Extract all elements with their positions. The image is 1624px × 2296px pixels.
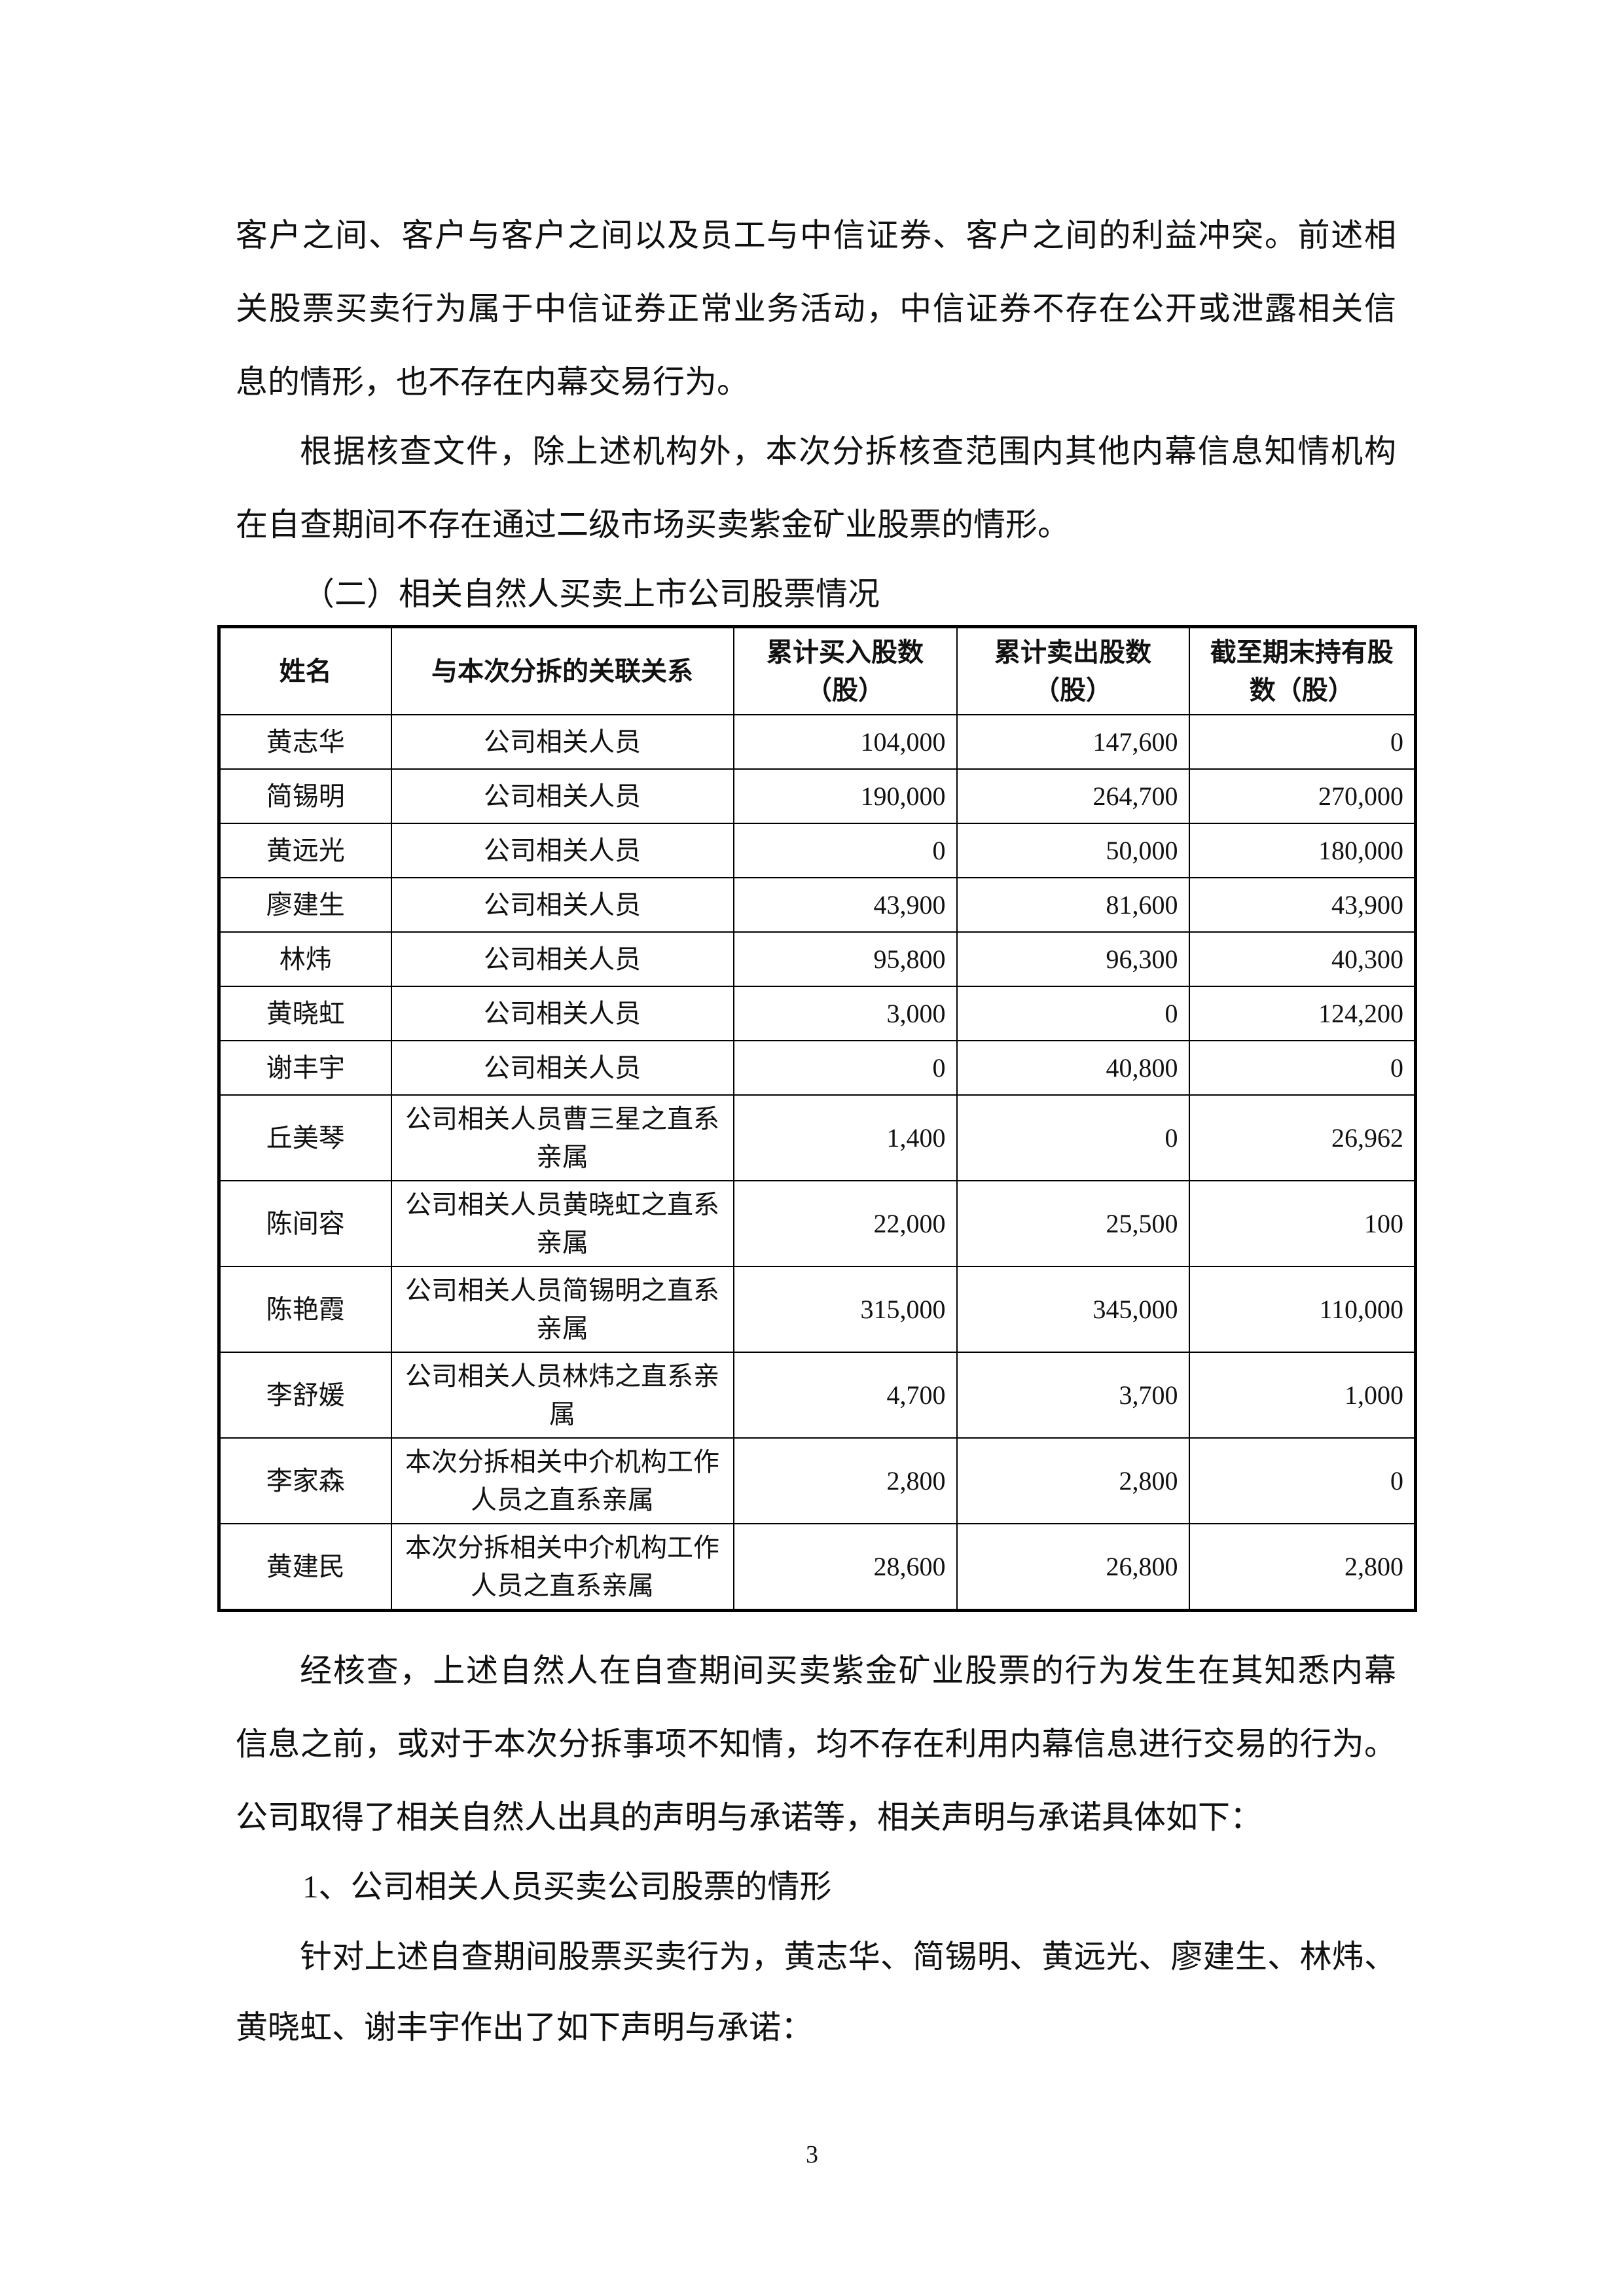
- cell-sold: 26,800: [956, 1523, 1190, 1611]
- cell-name: 陈艳霞: [218, 1266, 392, 1353]
- cell-held: 26,962: [1188, 1094, 1416, 1181]
- table-row: 陈间容 公司相关人员黄晓虹之直系亲属 22,000 25,500 100: [218, 1180, 1416, 1267]
- paragraph-line: 息的情形，也不存在内幕交易行为。: [236, 364, 749, 400]
- cell-relation: 公司相关人员: [390, 1040, 734, 1096]
- cell-name: 黄远光: [218, 823, 392, 878]
- paragraph-line: 黄晓虹、谢丰宇作出了如下声明与承诺：: [236, 2009, 814, 2045]
- cell-sold: 40,800: [956, 1040, 1190, 1096]
- cell-name: 李舒媛: [218, 1352, 392, 1439]
- cell-relation: 公司相关人员简锡明之直系亲属: [390, 1266, 734, 1353]
- paragraph-line: 在自查期间不存在通过二级市场买卖紫金矿业股票的情形。: [236, 507, 1070, 543]
- table-row: 谢丰宇 公司相关人员 0 40,800 0: [218, 1040, 1416, 1096]
- cell-bought: 104,000: [732, 714, 958, 770]
- cell-bought: 0: [732, 1040, 958, 1096]
- cell-bought: 28,600: [732, 1523, 958, 1611]
- cell-sold: 345,000: [956, 1266, 1190, 1353]
- cell-bought: 3,000: [732, 986, 958, 1041]
- paragraph-line: 客户之间、客户与客户之间以及员工与中信证券、客户之间的利益冲突。前述相: [236, 217, 1396, 253]
- cell-relation: 公司相关人员: [390, 877, 734, 933]
- cell-sold: 81,600: [956, 877, 1190, 933]
- cell-bought: 0: [732, 823, 958, 878]
- header-relation: 与本次分拆的关联关系: [390, 626, 734, 715]
- cell-name: 黄晓虹: [218, 986, 392, 1041]
- table-row: 黄晓虹 公司相关人员 3,000 0 124,200: [218, 986, 1416, 1041]
- cell-held: 0: [1188, 714, 1416, 770]
- cell-relation: 公司相关人员: [390, 931, 734, 987]
- paragraph-line: 信息之前，或对于本次分拆事项不知情，均不存在利用内幕信息进行交易的行为。: [236, 1726, 1396, 1762]
- paragraph-line: 关股票买卖行为属于中信证券正常业务活动，中信证券不存在公开或泄露相关信: [236, 291, 1396, 327]
- cell-name: 李家森: [218, 1437, 392, 1524]
- cell-held: 100: [1188, 1180, 1416, 1267]
- cell-sold: 2,800: [956, 1437, 1190, 1524]
- table-row: 黄远光 公司相关人员 0 50,000 180,000: [218, 823, 1416, 878]
- cell-bought: 43,900: [732, 877, 958, 933]
- cell-sold: 3,700: [956, 1352, 1190, 1439]
- stock-trading-table: 姓名 与本次分拆的关联关系 累计买入股数（股） 累计卖出股数（股） 截至期末持有…: [217, 625, 1417, 1612]
- cell-name: 林炜: [218, 931, 392, 987]
- paragraph-line: 根据核查文件，除上述机构外，本次分拆核查范围内其他内幕信息知情机构: [300, 433, 1396, 469]
- paragraph-line: 公司取得了相关自然人出具的声明与承诺等，相关声明与承诺具体如下：: [236, 1799, 1263, 1835]
- cell-sold: 0: [956, 986, 1190, 1041]
- cell-relation: 公司相关人员黄晓虹之直系亲属: [390, 1180, 734, 1267]
- cell-sold: 264,700: [956, 768, 1190, 824]
- table-row: 陈艳霞 公司相关人员简锡明之直系亲属 315,000 345,000 110,000: [218, 1266, 1416, 1353]
- cell-name: 廖建生: [218, 877, 392, 933]
- cell-name: 谢丰宇: [218, 1040, 392, 1096]
- cell-held: 180,000: [1188, 823, 1416, 878]
- cell-sold: 96,300: [956, 931, 1190, 987]
- cell-relation: 本次分拆相关中介机构工作人员之直系亲属: [390, 1523, 734, 1611]
- cell-name: 丘美琴: [218, 1094, 392, 1181]
- cell-bought: 95,800: [732, 931, 958, 987]
- table-row: 黄建民 本次分拆相关中介机构工作人员之直系亲属 28,600 26,800 2,800: [218, 1523, 1416, 1611]
- header-name: 姓名: [218, 626, 392, 715]
- table-row: 丘美琴 公司相关人员曹三星之直系亲属 1,400 0 26,962: [218, 1094, 1416, 1181]
- cell-sold: 0: [956, 1094, 1190, 1181]
- cell-relation: 公司相关人员曹三星之直系亲属: [390, 1094, 734, 1181]
- table-row: 廖建生 公司相关人员 43,900 81,600 43,900: [218, 877, 1416, 933]
- paragraph-line: 经核查，上述自然人在自查期间买卖紫金矿业股票的行为发生在其知悉内幕: [300, 1653, 1396, 1689]
- cell-bought: 1,400: [732, 1094, 958, 1181]
- cell-bought: 4,700: [732, 1352, 958, 1439]
- table-row: 黄志华 公司相关人员 104,000 147,600 0: [218, 714, 1416, 770]
- cell-bought: 2,800: [732, 1437, 958, 1524]
- cell-name: 陈间容: [218, 1180, 392, 1267]
- cell-held: 0: [1188, 1437, 1416, 1524]
- section-heading: （二）相关自然人买卖上市公司股票情况: [302, 576, 880, 612]
- cell-held: 1,000: [1188, 1352, 1416, 1439]
- cell-held: 40,300: [1188, 931, 1416, 987]
- cell-relation: 公司相关人员: [390, 823, 734, 878]
- cell-relation: 公司相关人员: [390, 714, 734, 770]
- header-sold: 累计卖出股数（股）: [956, 626, 1190, 715]
- cell-relation: 公司相关人员林炜之直系亲属: [390, 1352, 734, 1439]
- cell-bought: 22,000: [732, 1180, 958, 1267]
- table-row: 李家森 本次分拆相关中介机构工作人员之直系亲属 2,800 2,800 0: [218, 1437, 1416, 1524]
- cell-relation: 公司相关人员: [390, 986, 734, 1041]
- table-row: 李舒媛 公司相关人员林炜之直系亲属 4,700 3,700 1,000: [218, 1352, 1416, 1439]
- cell-bought: 315,000: [732, 1266, 958, 1353]
- cell-sold: 50,000: [956, 823, 1190, 878]
- cell-sold: 25,500: [956, 1180, 1190, 1267]
- table-header-row: 姓名 与本次分拆的关联关系 累计买入股数（股） 累计卖出股数（股） 截至期末持有…: [218, 626, 1416, 715]
- cell-held: 124,200: [1188, 986, 1416, 1041]
- cell-held: 270,000: [1188, 768, 1416, 824]
- cell-sold: 147,600: [956, 714, 1190, 770]
- cell-held: 0: [1188, 1040, 1416, 1096]
- cell-name: 黄建民: [218, 1523, 392, 1611]
- paragraph-line: 针对上述自查期间股票买卖行为，黄志华、简锡明、黄远光、廖建生、林炜、: [300, 1939, 1396, 1975]
- cell-name: 简锡明: [218, 768, 392, 824]
- cell-held: 110,000: [1188, 1266, 1416, 1353]
- header-held: 截至期末持有股数（股）: [1188, 626, 1416, 715]
- table-body: 黄志华 公司相关人员 104,000 147,600 0 简锡明 公司相关人员 190,000…: [218, 714, 1416, 1611]
- table-row: 简锡明 公司相关人员 190,000 264,700 270,000: [218, 768, 1416, 824]
- cell-bought: 190,000: [732, 768, 958, 824]
- cell-held: 2,800: [1188, 1523, 1416, 1611]
- table-row: 林炜 公司相关人员 95,800 96,300 40,300: [218, 931, 1416, 987]
- list-heading: 1、公司相关人员买卖公司股票的情形: [302, 1869, 832, 1905]
- cell-held: 43,900: [1188, 877, 1416, 933]
- cell-relation: 公司相关人员: [390, 768, 734, 824]
- page-number: 3: [806, 2141, 818, 2168]
- header-bought: 累计买入股数（股）: [732, 626, 958, 715]
- cell-relation: 本次分拆相关中介机构工作人员之直系亲属: [390, 1437, 734, 1524]
- cell-name: 黄志华: [218, 714, 392, 770]
